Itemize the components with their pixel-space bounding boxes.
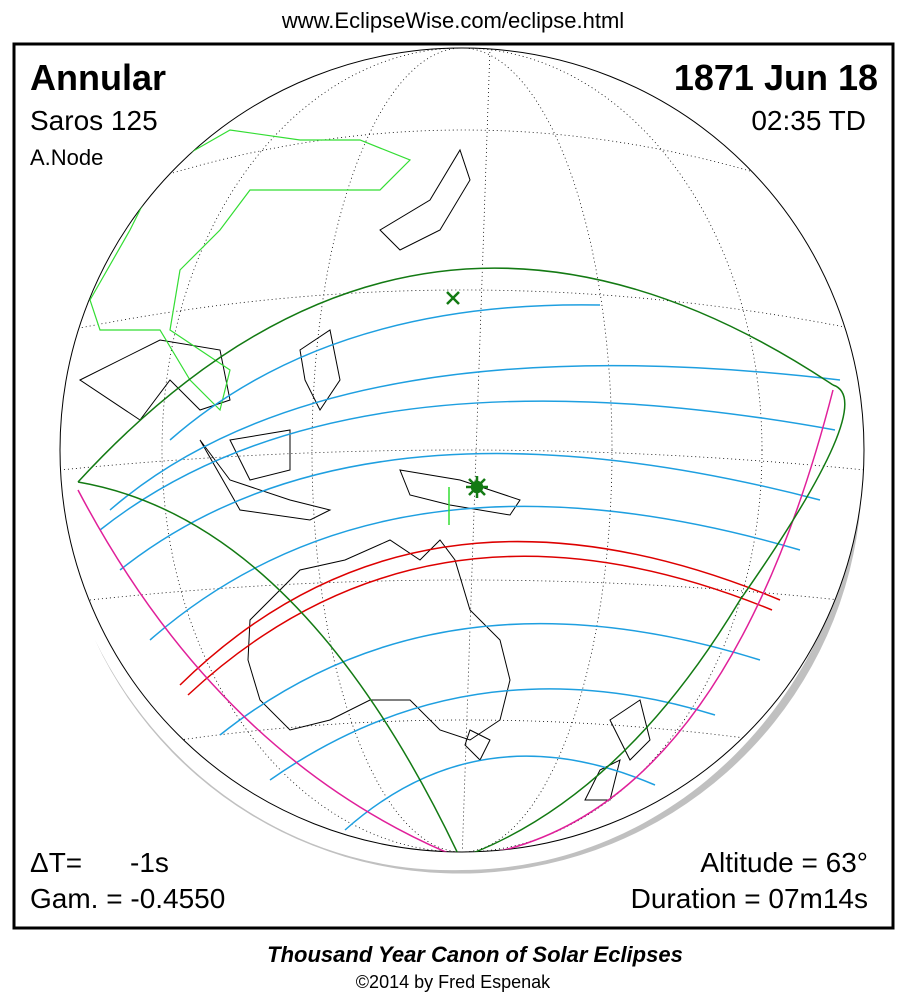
central-path-north: [179, 540, 781, 686]
node: A.Node: [30, 145, 103, 170]
duration: Duration = 07m14s: [631, 883, 868, 914]
china-borders: [89, 129, 412, 412]
frame: [12, 42, 895, 930]
time: 02:35 TD: [751, 105, 866, 136]
globe-disc: [59, 47, 865, 853]
date: 1871 Jun 18: [674, 57, 878, 98]
copyright: ©2014 by Fred Espenak: [356, 972, 551, 992]
delta-t-label: ΔT=: [30, 847, 82, 878]
eclipse-type: Annular: [30, 57, 166, 98]
altitude: Altitude = 63°: [700, 847, 868, 878]
coastlines: [79, 148, 651, 801]
graticule: [60, 48, 864, 852]
footer-title: Thousand Year Canon of Solar Eclipses: [267, 942, 683, 967]
rise-set-curve: [77, 389, 834, 852]
central-path-south: [187, 555, 773, 696]
url: www.EclipseWise.com/eclipse.html: [281, 8, 624, 33]
map-layers: [60, 48, 864, 852]
eclipse-magnitude-lines: [99, 304, 841, 831]
penumbra-limits: [77, 267, 846, 852]
delta-t-value: -1s: [130, 847, 169, 878]
saros: Saros 125: [30, 105, 158, 136]
gamma: Gam. = -0.4550: [30, 883, 225, 914]
greatest-eclipse-point: [466, 476, 488, 498]
sub-solar-point: [446, 291, 460, 305]
globe: [59, 47, 865, 874]
